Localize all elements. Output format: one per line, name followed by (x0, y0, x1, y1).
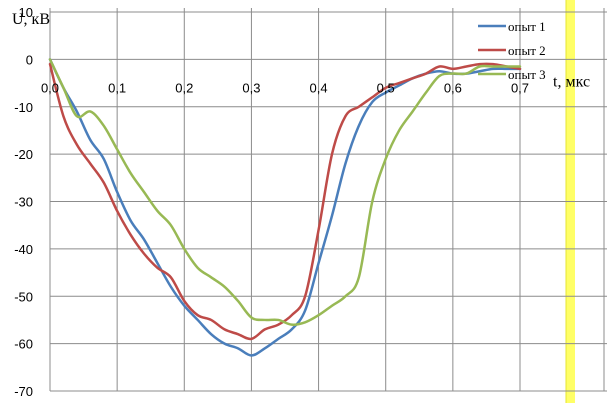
y-tick-label: -40 (14, 242, 33, 257)
y-axis-title: U, кВ (12, 11, 50, 28)
x-tick-label: 0,1 (108, 80, 126, 95)
y-tick-labels: 10 0 -10 -20 -30 -40 -50 -60 -70 (14, 5, 33, 399)
legend-label-1: опыт 1 (508, 19, 546, 34)
gridlines (49, 8, 607, 392)
legend-label-3: опыт 3 (508, 67, 546, 82)
legend: опыт 1 опыт 2 опыт 3 (478, 19, 546, 82)
y-tick-label: 10 (19, 5, 33, 20)
y-tick-label: -50 (14, 289, 33, 304)
x-tick-label: 0,6 (444, 80, 462, 95)
series-line-1 (48, 58, 522, 357)
y-tick-label: -70 (14, 384, 33, 399)
series-lines (48, 58, 522, 357)
y-tick-label: -30 (14, 195, 33, 210)
x-tick-label: 0,4 (310, 80, 328, 95)
x-tick-label: 0,2 (175, 80, 193, 95)
y-tick-label: 0 (26, 52, 33, 67)
series-line-2 (48, 62, 522, 341)
x-tick-label: 0,3 (242, 80, 260, 95)
x-tick-label: 0,0 (41, 80, 59, 95)
x-tick-label: 0,5 (377, 80, 395, 95)
series-line-3 (48, 58, 522, 327)
y-tick-label: -20 (14, 147, 33, 162)
legend-label-2: опыт 2 (508, 43, 546, 58)
x-tick-label: 0,7 (511, 80, 529, 95)
y-tick-label: -10 (14, 100, 33, 115)
x-tick-labels: 0,0 0,1 0,2 0,3 0,4 0,5 0,6 0,7 (41, 80, 529, 95)
x-axis-title: t, мкс (553, 73, 590, 90)
y-tick-label: -60 (14, 337, 33, 352)
